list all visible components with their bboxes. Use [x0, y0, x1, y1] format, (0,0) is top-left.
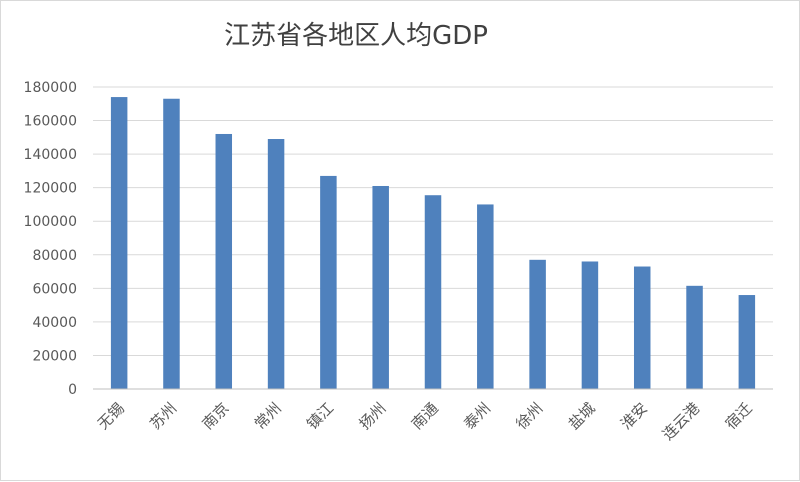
- x-category-label: 无锡: [94, 399, 128, 433]
- chart-title: 江苏省各地区人均GDP: [224, 21, 488, 51]
- x-category-label: 宿迁: [722, 399, 756, 433]
- bar: [372, 185, 389, 389]
- x-category-label: 徐州: [512, 399, 546, 433]
- x-category-label: 南通: [408, 399, 442, 433]
- x-category-label: 扬州: [356, 399, 390, 433]
- x-category-label: 常州: [251, 399, 285, 433]
- y-tick-label: 100000: [24, 214, 77, 230]
- x-category-label: 泰州: [460, 399, 494, 433]
- y-tick-label: 120000: [24, 181, 77, 197]
- bars: [110, 97, 756, 390]
- x-category-label: 镇江: [303, 399, 337, 433]
- y-tick-label: 180000: [24, 80, 77, 96]
- bar: [738, 295, 756, 389]
- x-category-label: 连云港: [659, 399, 704, 444]
- y-tick-label: 40000: [32, 315, 77, 331]
- y-tick-label: 0: [68, 382, 77, 398]
- y-tick-label: 60000: [32, 281, 77, 297]
- x-axis-category-labels: 无锡 苏州 南京 常州 镇江 扬州 南通 泰州 徐州 盐城 淮安 连云港 宿迁: [94, 399, 756, 444]
- y-tick-label: 80000: [32, 248, 77, 264]
- bar: [477, 204, 494, 389]
- y-tick-label: 160000: [24, 114, 77, 130]
- bar: [110, 97, 128, 390]
- y-axis-tick-labels: 0 20000 40000 60000 80000 100000 120000 140000 1…: [24, 80, 77, 398]
- x-category-label: 盐城: [565, 399, 599, 433]
- y-tick-label: 140000: [24, 147, 77, 163]
- x-category-label: 苏州: [146, 399, 180, 433]
- y-tick-label: 20000: [32, 348, 77, 364]
- bar: [529, 259, 546, 389]
- bar: [581, 261, 599, 389]
- bar: [424, 195, 442, 389]
- bar: [320, 175, 337, 389]
- bar: [686, 285, 703, 389]
- bar: [163, 98, 180, 389]
- bar: [267, 139, 285, 389]
- x-category-label: 南京: [199, 399, 233, 433]
- x-category-label: 淮安: [617, 399, 651, 433]
- bar: [633, 266, 651, 389]
- bar: [215, 133, 233, 389]
